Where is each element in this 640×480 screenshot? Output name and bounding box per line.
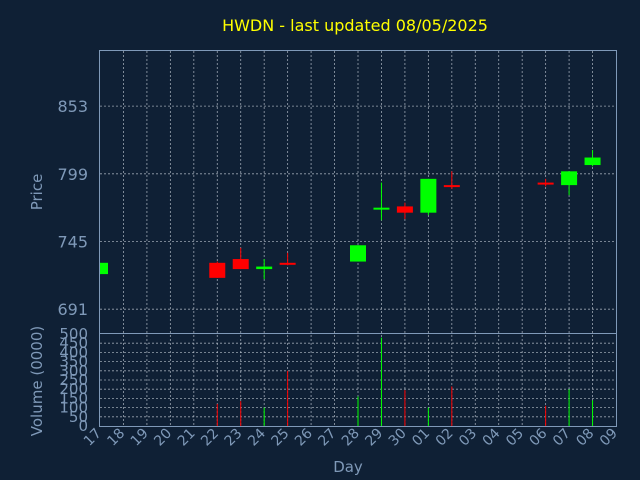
x-tick-label: 21 [175,426,199,450]
x-tick-label: 07 [550,426,574,450]
candle-body [100,262,108,275]
volume-tick-label: 200 [59,380,88,398]
y-axis-label: Price [28,174,46,211]
volume-axis-label: Volume (0000) [28,326,46,436]
x-tick-label: 26 [292,425,316,449]
candle-body [232,259,249,270]
candle-body [537,182,554,185]
candle-body [420,178,437,213]
x-tick-label: 04 [480,425,504,449]
candle-body [256,266,273,270]
price-tick-labels: 691 745 799 853 [57,97,88,319]
volume-tick-label: 250 [59,371,88,389]
candle-body [209,262,226,278]
volume-tick-label: 500 [59,325,88,343]
x-tick-label: 28 [339,426,363,450]
volume-tick-label: 350 [59,353,88,371]
candle-body [279,262,296,265]
candle-body [561,171,578,186]
grid-layer [100,51,616,426]
candle-body [443,185,460,188]
price-tick-label: 799 [57,165,88,184]
x-tick-label: 25 [269,426,293,450]
price-tick-label: 853 [57,97,88,116]
price-tick-label: 691 [57,300,88,319]
candle-body [373,207,390,210]
candle-body [396,206,413,213]
volume-tick-label: 300 [59,362,88,380]
volume-layer [216,337,594,426]
volume-tick-label: 150 [59,389,88,407]
x-axis-label: Day [333,458,363,476]
x-tick-label: 01 [409,426,433,450]
x-tick-label: 29 [362,426,386,450]
volume-tick-label: 50 [69,408,88,426]
x-tick-label: 20 [151,426,175,450]
x-tick-label: 27 [315,426,339,450]
x-tick-label: 30 [386,426,410,450]
candle-layer [99,150,601,280]
volume-tick-label: 400 [59,343,88,361]
x-tick-label: 02 [433,426,457,450]
x-tick-label: 09 [597,426,621,450]
volume-tick-label: 100 [59,399,88,417]
x-tick-label: 18 [104,426,128,450]
x-tick-label: 05 [503,426,527,450]
x-tick-label: 08 [573,426,597,450]
x-tick-label: 19 [128,426,152,450]
volume-tick-label: 450 [59,334,88,352]
candle-body [584,157,601,166]
chart-title: HWDN - last updated 08/05/2025 [222,16,488,35]
x-tick-label: 06 [527,425,551,449]
price-tick-label: 745 [57,233,88,252]
x-tick-label: 24 [245,425,269,449]
x-tick-labels: 17 18 19 20 21 22 23 24 25 26 27 28 29 30 01 02 03 04 05 06… [81,425,621,449]
x-tick-label: 22 [198,426,222,450]
volume-panel-frame [99,333,617,427]
volume-tick-label: 0 [78,417,88,435]
x-tick-label: 23 [222,426,246,450]
candle-body [350,245,366,262]
x-tick-label: 03 [456,426,480,450]
